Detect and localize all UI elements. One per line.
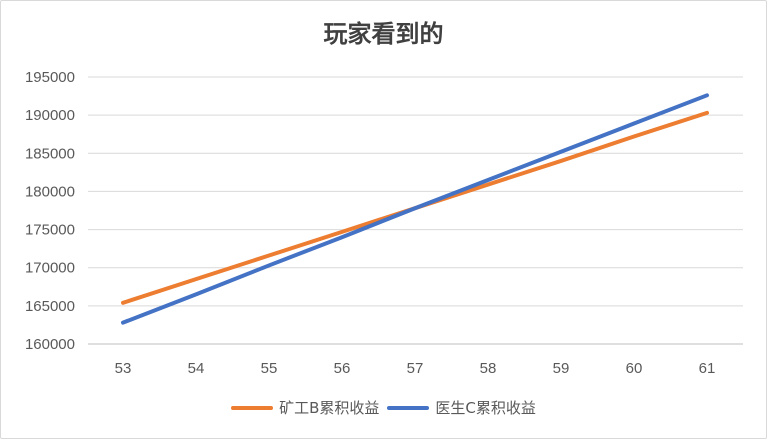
- x-tick-label: 54: [188, 360, 205, 377]
- legend: 矿工B累积收益 医生C累积收益: [0, 397, 767, 418]
- x-tick-label: 55: [261, 360, 278, 377]
- y-tick-label: 185000: [25, 145, 75, 162]
- y-tick-label: 175000: [25, 222, 75, 239]
- legend-label-miner-b: 矿工B累积收益: [279, 399, 380, 417]
- y-tick-label: 170000: [25, 260, 75, 277]
- y-axis-tick-labels: 160000 165000 170000 175000 180000 185000 1900…: [25, 69, 75, 353]
- y-tick-label: 190000: [25, 107, 75, 124]
- legend-swatch-doctor-c: [387, 405, 430, 410]
- y-tick-label: 180000: [25, 183, 75, 200]
- series-lines: [121, 93, 709, 325]
- x-tick-label: 60: [626, 360, 643, 377]
- x-tick-label: 58: [480, 360, 497, 377]
- y-tick-label: 160000: [25, 336, 75, 353]
- x-tick-label: 56: [334, 360, 351, 377]
- legend-swatch-miner-b: [231, 405, 274, 410]
- legend-item-miner-b[interactable]: 矿工B累积收益: [231, 397, 379, 418]
- y-tick-label: 165000: [25, 298, 75, 315]
- legend-label-doctor-c: 医生C累积收益: [435, 399, 536, 417]
- grid-lines: [88, 76, 743, 345]
- x-tick-label: 59: [553, 360, 570, 377]
- x-tick-label: 57: [407, 360, 424, 377]
- y-tick-label: 195000: [25, 69, 75, 86]
- chart-title: 玩家看到的: [323, 20, 444, 48]
- series-line-doctor-c: [121, 93, 709, 325]
- x-axis-tick-labels: 53 54 55 56 57 58 59 60 61: [115, 360, 716, 377]
- x-tick-label: 53: [115, 360, 132, 377]
- legend-item-doctor-c[interactable]: 医生C累积收益: [387, 397, 536, 418]
- x-tick-label: 61: [699, 360, 716, 377]
